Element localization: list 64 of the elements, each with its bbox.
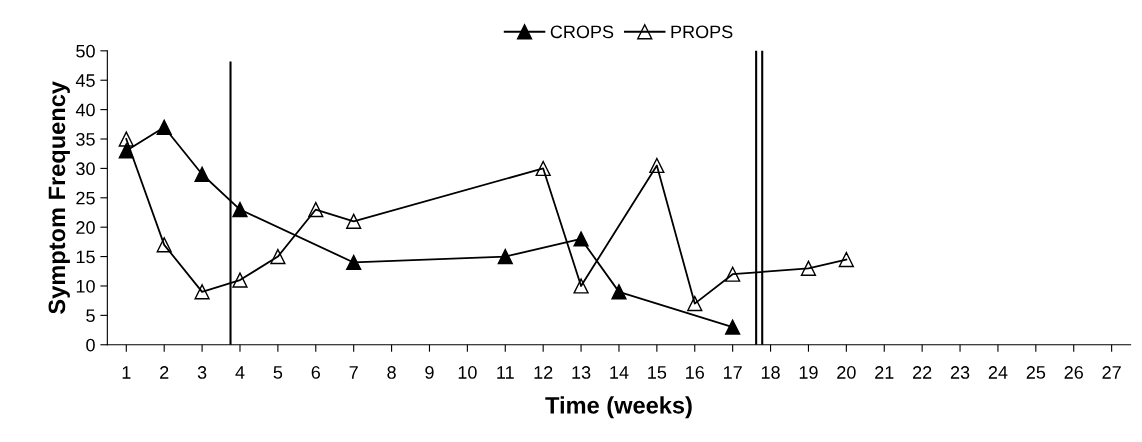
point [270, 248, 286, 265]
point [156, 237, 172, 253]
x-tick-label: 25 [1026, 366, 1046, 379]
point [308, 201, 324, 218]
point [194, 284, 210, 300]
point [535, 160, 551, 177]
x-tick-label: 2 [160, 366, 169, 379]
x-tick-label: 9 [425, 366, 434, 379]
point [346, 213, 362, 229]
point [497, 248, 513, 265]
x-tick-label: 14 [610, 366, 629, 379]
x-tick-label: 19 [799, 366, 818, 379]
point [118, 131, 134, 147]
y-tick-label: 25 [76, 191, 95, 205]
point [156, 119, 172, 135]
y-tick-label: 40 [75, 103, 95, 117]
x-tick-label: 15 [648, 366, 667, 379]
point [725, 266, 741, 282]
x-tick-label: 3 [197, 366, 207, 379]
point [725, 319, 741, 335]
legend-label: CROPS [550, 25, 614, 39]
x-tick-label: 10 [458, 366, 477, 379]
x-tick-label: 20 [837, 366, 856, 379]
point [800, 260, 817, 276]
y-tick-label: 5 [86, 309, 95, 323]
y-tick-label: 45 [75, 74, 95, 87]
x-tick-label: 11 [497, 366, 514, 379]
point [346, 254, 362, 271]
y-tick-label: 0 [86, 338, 95, 352]
x-tick-label: 22 [913, 366, 932, 379]
point [611, 284, 627, 300]
y-axis-title: Symptom Frequency [48, 81, 70, 314]
point [232, 272, 248, 288]
x-tick-label: 5 [273, 366, 283, 379]
y-tick-label: 35 [76, 132, 95, 146]
x-tick-label: 18 [761, 366, 780, 379]
y-tick-label: 10 [76, 279, 95, 293]
y-tick-label: 20 [76, 221, 95, 234]
legend-label: PROPS [671, 25, 733, 39]
x-tick-label: 26 [1064, 366, 1083, 379]
x-tick-label: 6 [311, 366, 321, 379]
point [838, 251, 854, 268]
point [194, 166, 210, 182]
point [573, 231, 589, 247]
x-tick-label: 12 [534, 366, 553, 379]
y-tick-label: 50 [76, 44, 95, 58]
point [649, 157, 665, 174]
point [687, 295, 703, 312]
point [573, 278, 589, 294]
x-tick-label: 16 [686, 366, 705, 379]
x-tick-label: 8 [387, 366, 396, 379]
y-tick-label: 30 [76, 162, 95, 176]
x-tick-label: 1 [122, 366, 131, 379]
x-tick-label: 13 [572, 366, 591, 379]
x-tick-label: 21 [875, 366, 894, 379]
x-tick-label: 23 [950, 366, 970, 379]
x-axis-title: Time (weeks) [545, 396, 692, 419]
x-tick-label: 17 [723, 366, 742, 379]
point [232, 201, 248, 218]
x-tick-label: 27 [1102, 366, 1121, 379]
x-tick-label: 4 [235, 366, 245, 379]
x-tick-label: 7 [349, 366, 358, 379]
x-tick-label: 24 [988, 366, 1008, 379]
y-tick-label: 15 [76, 250, 95, 264]
